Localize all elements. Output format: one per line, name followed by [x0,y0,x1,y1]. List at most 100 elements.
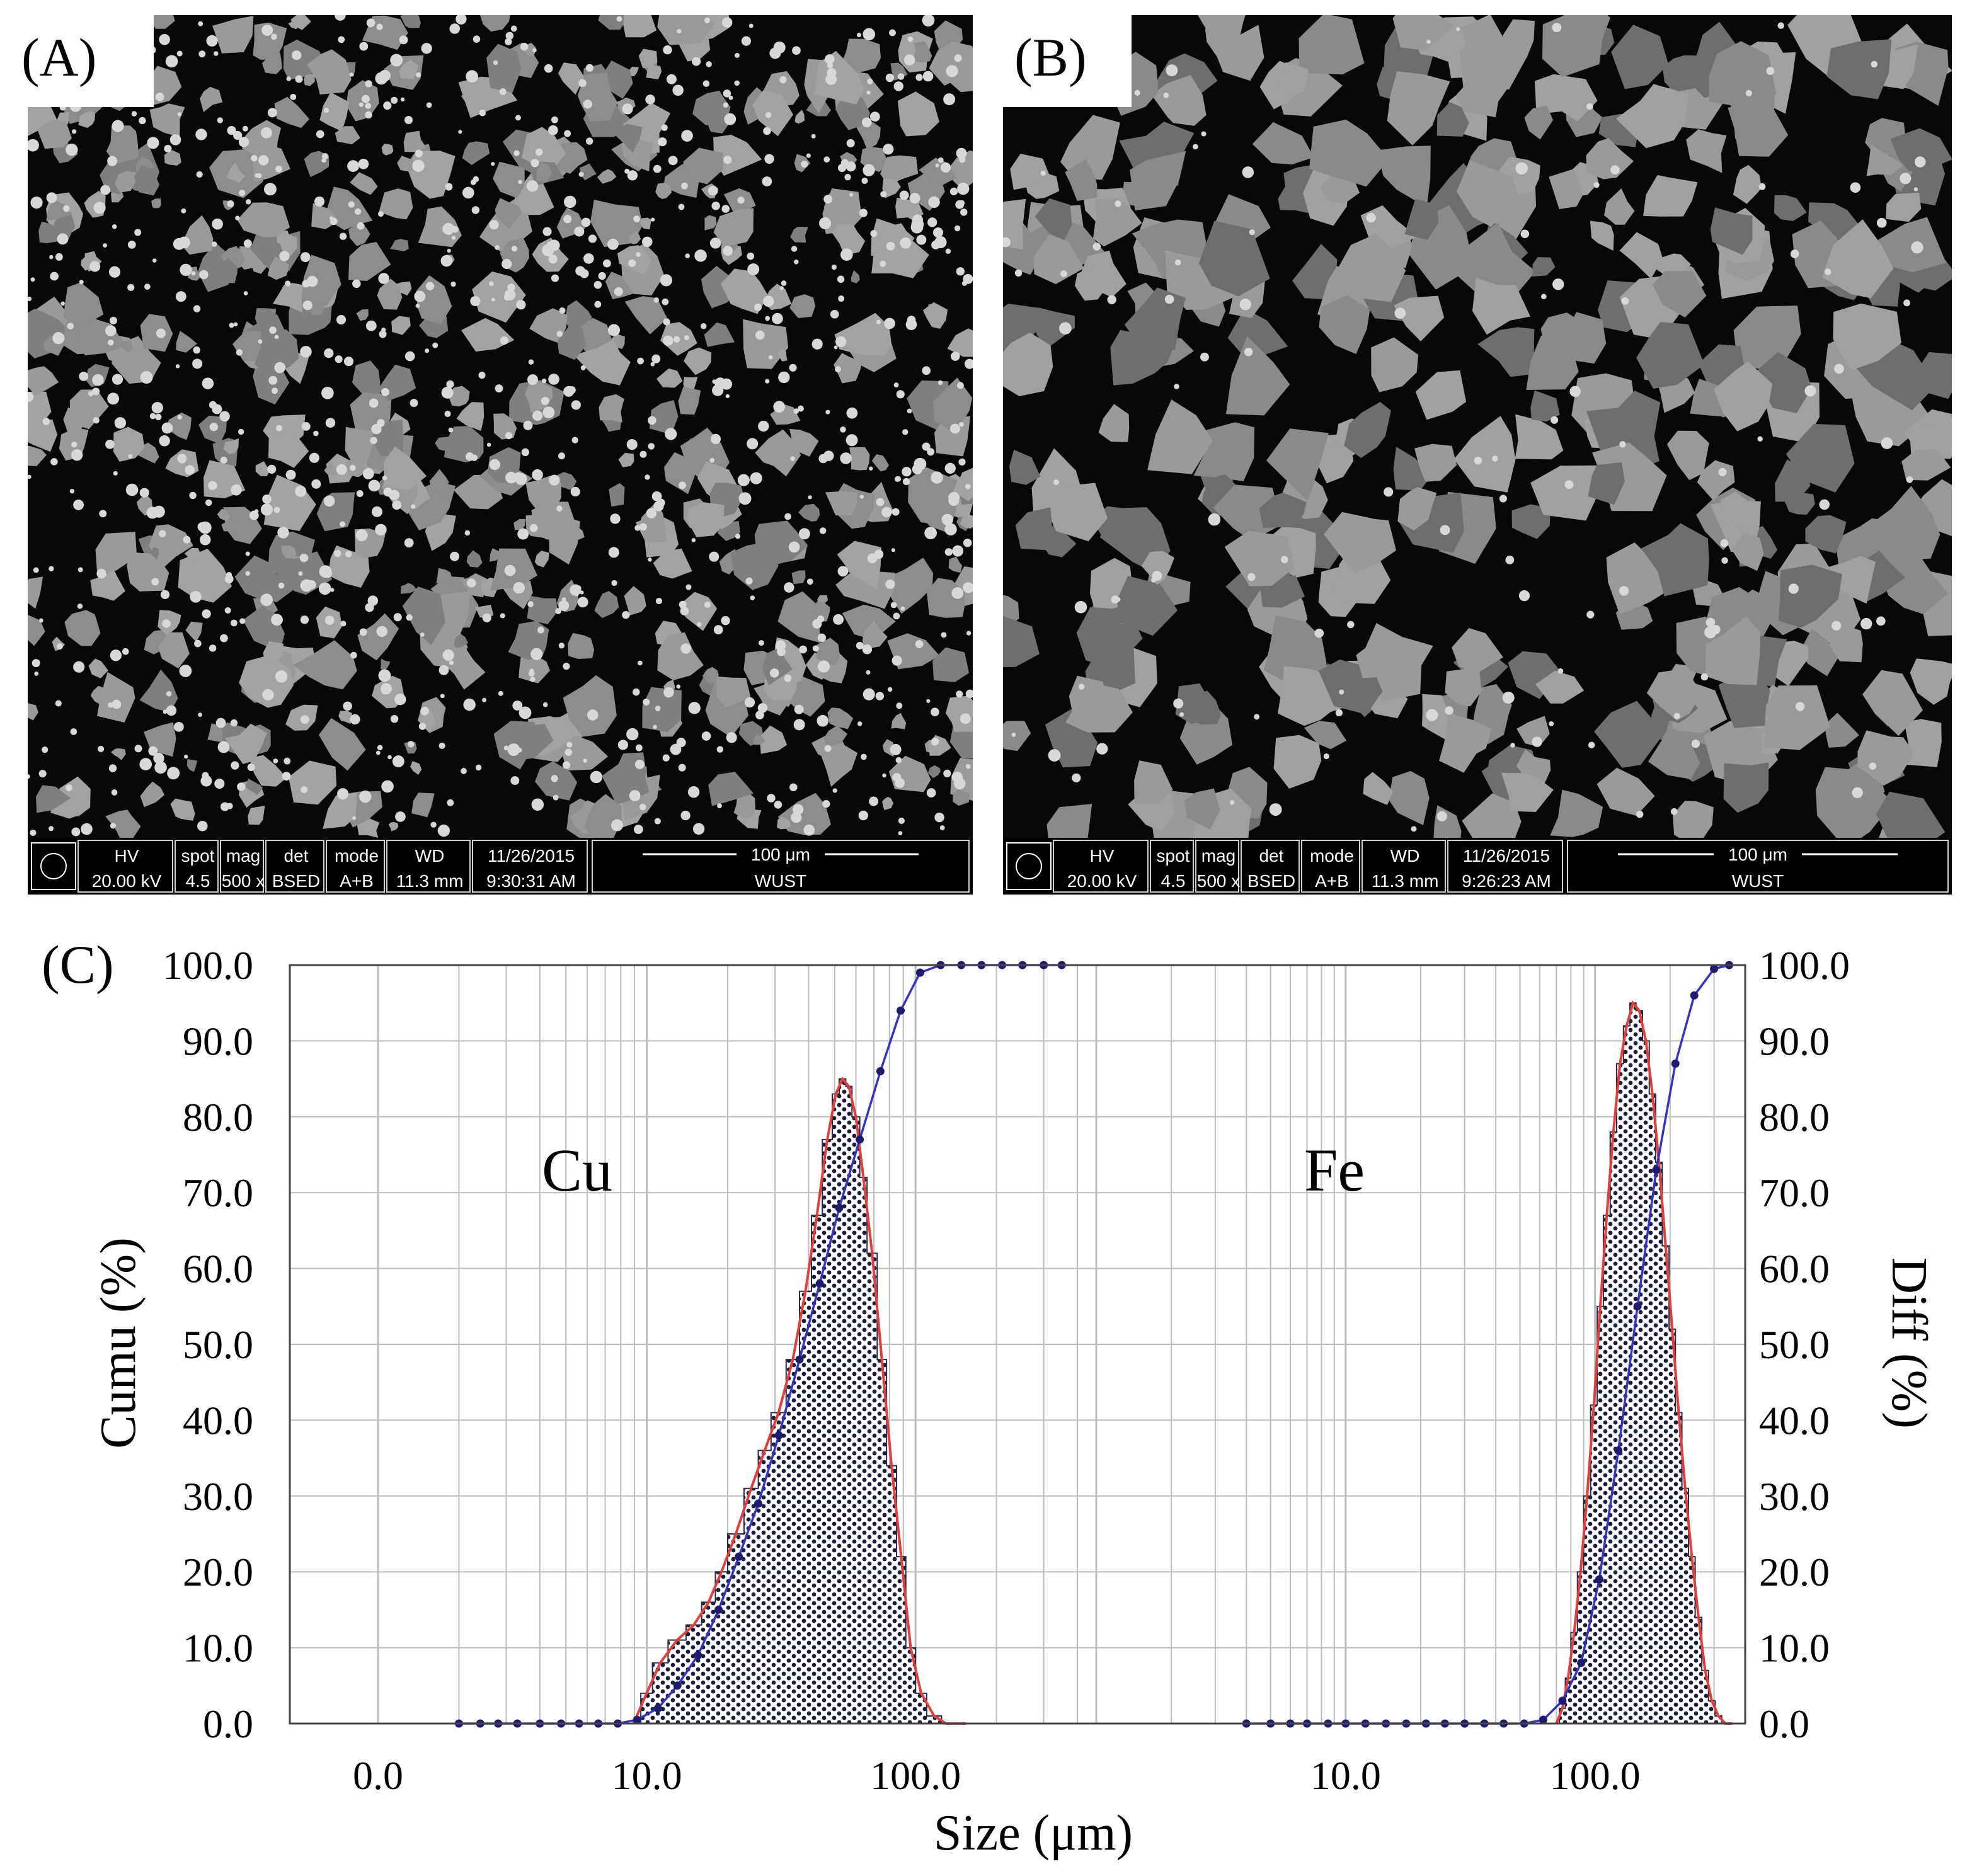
sem-particle [662,298,669,306]
sem-particle [323,568,333,578]
sem-particle [238,428,244,435]
sem-particle [830,309,839,319]
sem-particle [447,799,454,806]
sem-particle [1666,430,1709,481]
databar-value: 11.3 mm [1372,871,1439,891]
sem-particle [558,62,585,95]
sem-particle [253,143,290,182]
sem-particle [1249,229,1255,236]
sem-particle [245,199,251,205]
sem-particle [887,687,893,692]
sem-particle [643,698,650,706]
sem-particle [574,226,585,237]
sem-particle [290,93,297,100]
sem-particle [614,123,643,153]
sem-particle [1147,399,1213,474]
sem-particle [645,474,650,480]
sem-particle [198,50,206,58]
databar-cell [265,840,324,893]
sem-particle [1163,92,1169,98]
sem-particle [1502,691,1515,704]
sem-particle [449,23,461,34]
sem-particle [151,578,159,586]
sem-particle [1709,41,1777,106]
sem-particle [639,523,647,531]
sem-particle [863,164,875,176]
sem-particle [273,506,280,513]
sem-particle [1397,487,1437,530]
sem-particle [713,625,723,635]
sem-particle [1184,788,1220,830]
databar-cell [1195,840,1239,893]
sem-particle [299,553,309,563]
sem-particle [30,829,37,836]
sem-particle [395,281,412,296]
sem-particle [1117,576,1178,636]
sem-particle [93,417,100,424]
sem-particle [889,558,934,614]
sem-particle [429,469,449,495]
sem-particle [654,818,661,825]
sem-particle [954,225,961,232]
sem-particle [307,49,352,94]
sem-particle [788,541,800,553]
scale-bar-label: 100 μm [751,845,810,864]
sem-particle [527,595,558,624]
sem-particle [609,483,625,507]
sem-particle [323,792,358,829]
sem-particle [486,442,491,447]
sem-particle [323,108,329,113]
sem-particle [773,401,785,413]
cumulative-point [1652,1165,1661,1174]
sem-particle [167,767,180,780]
sem-particle [723,89,731,98]
sem-particle [578,171,584,177]
sem-particle [1003,304,1043,353]
sem-particle [1619,586,1629,596]
sem-particle [473,176,479,183]
sem-particle [784,582,794,593]
sem-particle [321,157,326,163]
sem-particle [375,523,387,536]
sem-particle [479,15,510,32]
sem-particle [510,25,517,32]
sem-particle [442,649,454,661]
sem-particle [927,448,935,456]
y-tick-label-left: 50.0 [183,1322,253,1367]
sem-particle [1662,55,1705,93]
sem-particle [198,712,202,718]
sem-particle [224,723,267,764]
sem-particle [1426,709,1438,721]
sem-particle [1705,616,1760,685]
sem-particle [335,15,346,21]
sem-particle [1477,327,1540,377]
sem-particle [1397,493,1464,553]
sem-particle [708,772,754,806]
sem-particle [164,150,181,166]
sem-particle [819,527,827,534]
sem-particle [1298,15,1365,75]
sem-particle [657,632,704,680]
sem-particle [200,86,223,112]
sem-particle [398,59,419,79]
sem-particle [602,259,611,268]
sem-particle [581,217,591,227]
sem-particle [653,164,662,173]
sem-particle [1115,200,1121,207]
sem-particle [623,15,656,38]
sem-particle [357,613,399,661]
sem-particle [723,102,728,108]
sem-particle [495,198,522,229]
sem-particle [379,330,387,338]
sem-particle [779,286,784,290]
y-tick-label-right: 30.0 [1759,1474,1830,1519]
sem-particle [767,794,776,803]
databar-header: HV [1090,846,1115,866]
sem-particle [214,51,219,56]
sem-particle [744,697,755,708]
databar-cell [1361,840,1446,893]
sem-particle [784,513,791,520]
sem-particle [69,488,75,494]
sem-particle [301,255,341,306]
sem-particle [281,545,296,559]
